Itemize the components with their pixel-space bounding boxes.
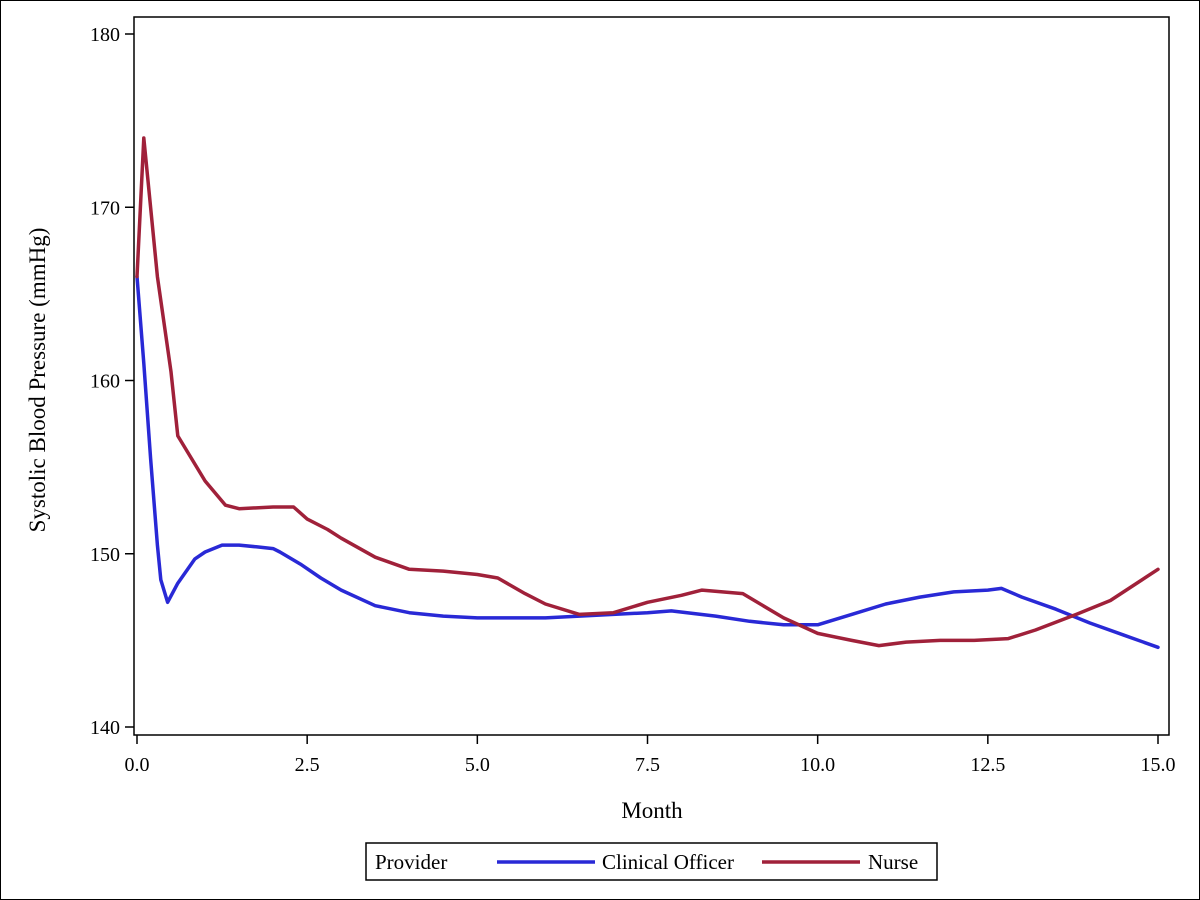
x-axis: 0.0 2.5 5.0 7.5 10.0 12.5 15.0 [125,735,1176,776]
plot-area-border [133,16,1170,736]
x-tick-label: 2.5 [295,754,320,776]
x-axis-title: Month [621,798,683,823]
series-line-clinical-officer [135,274,1160,650]
y-axis-title: Systolic Blood Pressure (mmHg) [25,228,50,533]
series-layer [135,136,1160,650]
x-tick-label: 10.0 [800,754,835,776]
y-tick-label: 180 [90,24,120,46]
legend-box [365,842,938,881]
legend: Provider Clinical Officer Nurse [365,842,938,881]
y-tick-label: 140 [90,717,120,739]
x-tick-label: 15.0 [1141,754,1176,776]
legend-title: Provider [375,850,447,874]
y-axis: 140 150 160 170 180 [90,24,134,739]
y-tick-label: 160 [90,371,120,393]
x-tick-label: 12.5 [970,754,1005,776]
y-tick-label: 170 [90,197,120,219]
x-tick-label: 0.0 [125,754,150,776]
y-tick-label: 150 [90,544,120,566]
x-tick-label: 7.5 [635,754,660,776]
x-tick-label: 5.0 [465,754,490,776]
legend-label-clinical-officer: Clinical Officer [602,850,734,874]
legend-label-nurse: Nurse [868,850,918,874]
series-line-nurse [135,136,1160,648]
